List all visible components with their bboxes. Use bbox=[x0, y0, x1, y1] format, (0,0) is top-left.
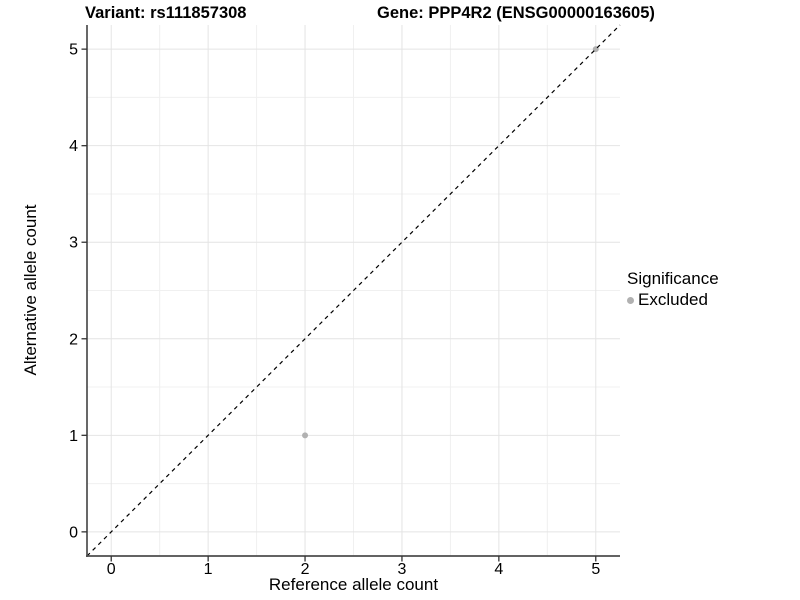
legend-item-excluded: Excluded bbox=[627, 290, 719, 310]
excluded-point-icon bbox=[627, 296, 634, 304]
y-tick-label: 3 bbox=[69, 235, 78, 252]
x-tick-label: 5 bbox=[591, 561, 600, 578]
x-tick-label: 4 bbox=[494, 561, 503, 578]
y-tick-label: 1 bbox=[69, 428, 78, 445]
identity-line bbox=[86, 24, 621, 557]
variant-title: Variant: rs111857308 bbox=[85, 4, 247, 22]
legend-item-label: Excluded bbox=[638, 290, 708, 309]
y-tick-label: 0 bbox=[69, 524, 78, 541]
y-axis-title: Alternative allele count bbox=[21, 204, 40, 376]
x-tick-label: 2 bbox=[301, 561, 310, 578]
x-tick-label: 0 bbox=[107, 561, 116, 578]
x-tick-label: 1 bbox=[204, 561, 213, 578]
x-tick-label: 3 bbox=[398, 561, 407, 578]
gene-title: Gene: PPP4R2 (ENSG00000163605) bbox=[377, 4, 655, 22]
legend-title: Significance bbox=[627, 269, 719, 288]
y-tick-label: 4 bbox=[69, 138, 78, 155]
data-point bbox=[302, 432, 309, 439]
x-axis-title: Reference allele count bbox=[268, 575, 439, 594]
y-tick-label: 2 bbox=[69, 331, 78, 348]
legend: Significance Excluded bbox=[627, 269, 719, 310]
y-tick-label: 5 bbox=[69, 42, 78, 59]
